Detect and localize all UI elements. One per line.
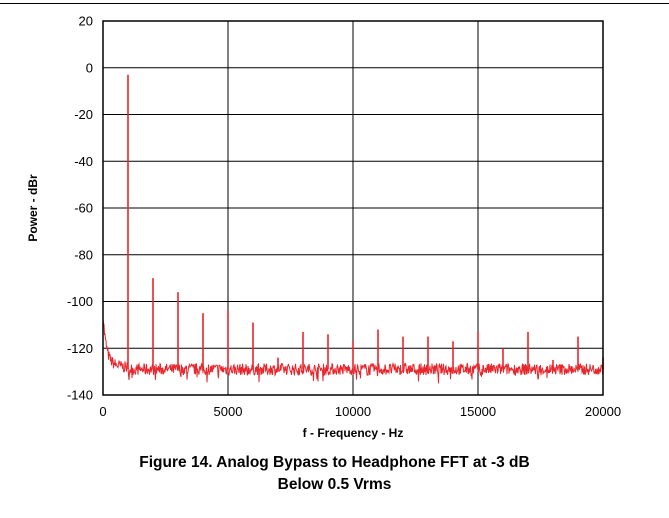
x-tick-label: 10000 [335, 404, 371, 419]
plot-frame [102, 20, 604, 396]
x-tick-label: 5000 [214, 404, 243, 419]
x-tick-label: 20000 [585, 404, 621, 419]
y-axis-label: Power - dBr [26, 174, 40, 242]
fft-trace [102, 318, 604, 384]
y-tick-label: -120 [67, 341, 93, 356]
figure-caption-line2: Below 0.5 Vrms [277, 476, 392, 493]
x-tick-label: 15000 [460, 404, 496, 419]
y-tick-label: 0 [86, 60, 93, 75]
y-tick-label: -100 [67, 294, 93, 309]
y-tick-label: -20 [74, 107, 93, 122]
x-axis-label: f - Frequency - Hz [303, 426, 404, 440]
top-rule [0, 3, 669, 4]
y-tick-label: -60 [74, 201, 93, 216]
x-tick-label: 0 [99, 404, 106, 419]
y-tick-label: -80 [74, 247, 93, 262]
y-tick-labels: 20 0 -20 -40 -60 -80 -100 -120 -140 [67, 14, 93, 403]
fft-chart: 20 0 -20 -40 -60 -80 -100 -120 -140 0 5000 10000 15… [26, 14, 621, 441]
x-tick-labels: 0 5000 10000 15000 20000 [99, 404, 621, 419]
y-tick-label: -40 [74, 154, 93, 169]
y-tick-label: -140 [67, 388, 93, 403]
figure-caption-line1: Figure 14. Analog Bypass to Headphone FF… [139, 454, 530, 471]
y-tick-label: 20 [79, 14, 93, 29]
